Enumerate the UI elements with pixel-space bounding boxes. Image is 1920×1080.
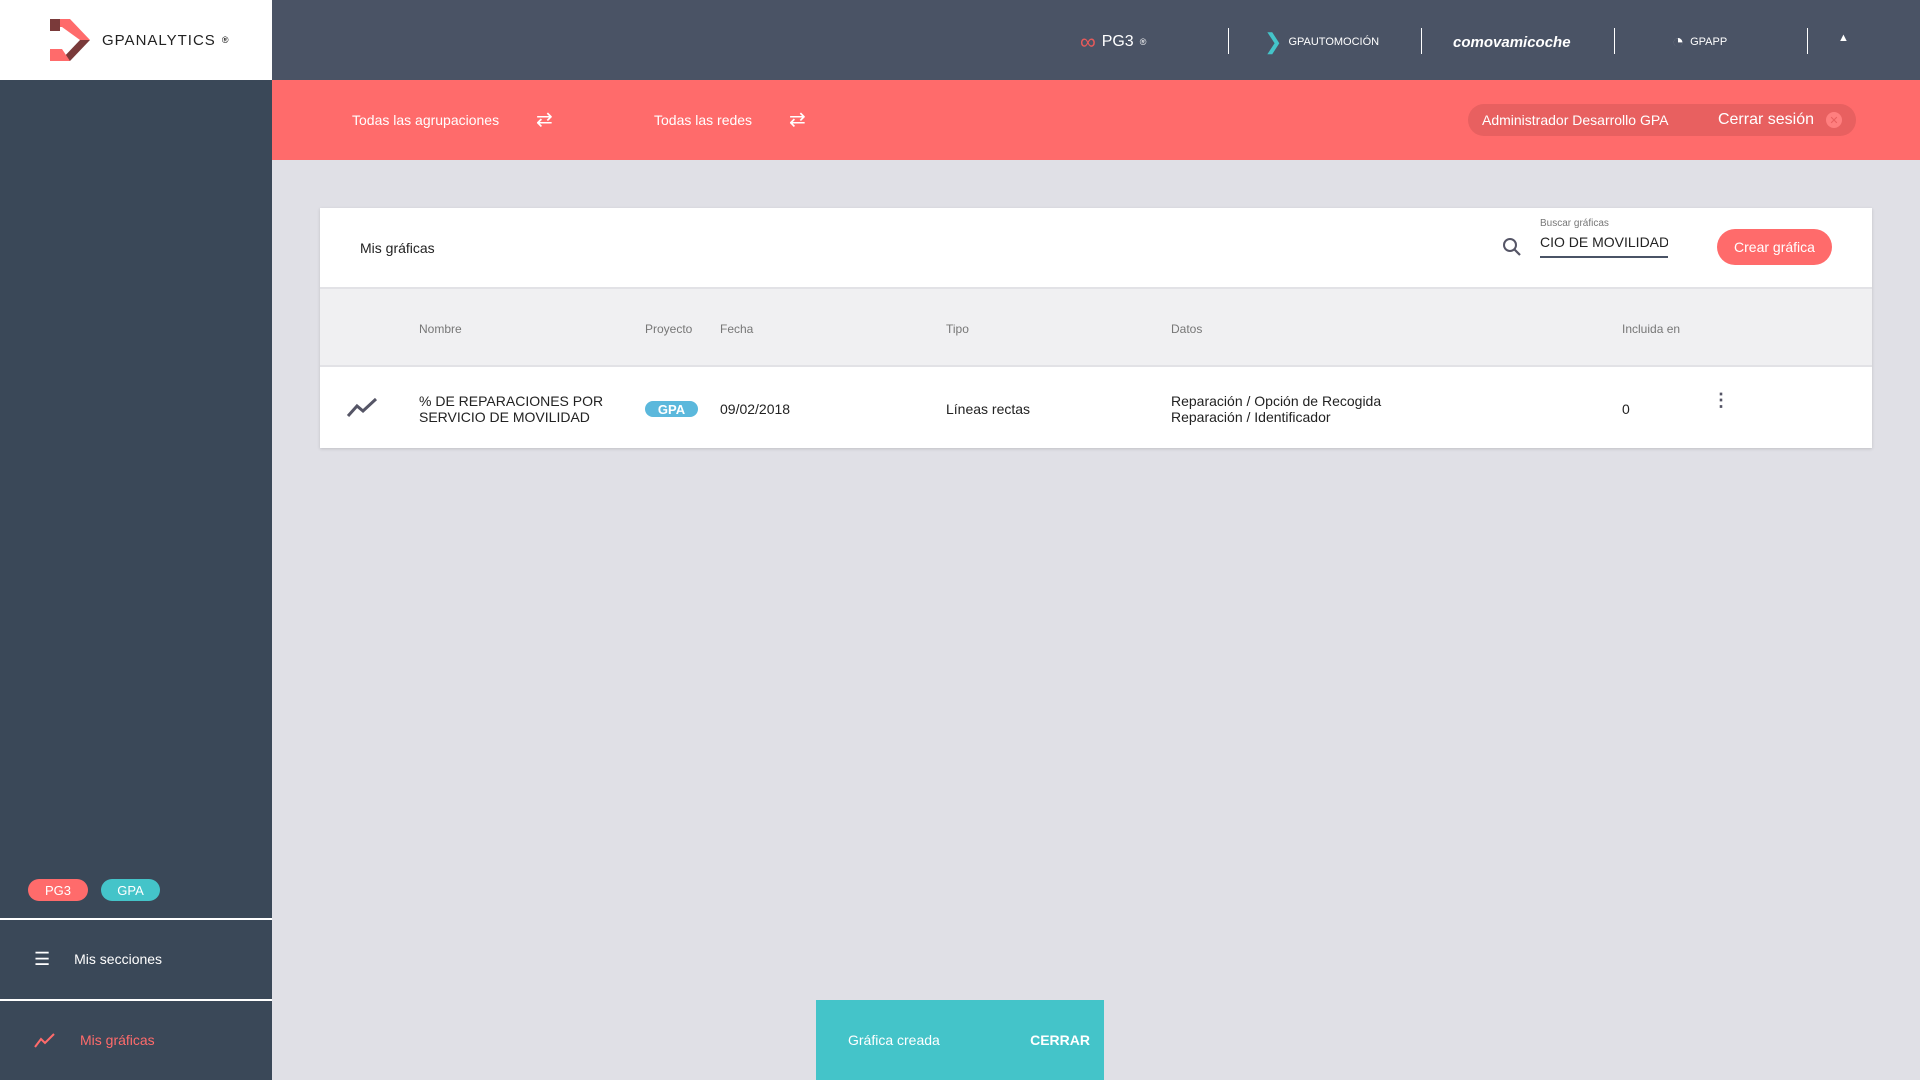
brand-gpautomocion[interactable]: ❯ GPAUTOMOCIÓN [1264,29,1380,54]
sidebar: PG3 GPA ☰ Mis secciones Mis gráficas [0,80,272,1080]
infinity-icon: ∞ [1080,29,1096,54]
logout-button[interactable]: Cerrar sesión [1717,111,1814,128]
column-header-proyecto[interactable]: Proyecto [645,322,693,336]
column-header-nombre[interactable]: Nombre [419,322,462,336]
column-header-incluida[interactable]: Incluida en [1622,322,1681,336]
logo-text: GPANALYTICS [102,31,216,49]
app-logo[interactable]: GPANALYTICS ® [0,0,272,80]
top-bar: ∞ PG3 ® ❯ GPAUTOMOCIÓN comovamicoche ◔ GPAPP… [272,0,1920,80]
divider [1228,28,1229,54]
chart-name: % DE REPARACIONES POR SERVICIO DE MOVILID… [419,393,604,425]
close-icon[interactable]: ✕ [1826,112,1842,128]
project-badge: GPA [645,401,698,417]
chart-date: 09/02/2018 [720,401,791,417]
groupings-filter[interactable]: Todas las agrupaciones [352,112,500,128]
search-label: Buscar gráficas [1540,218,1609,229]
table-header: Nombre Proyecto Fecha Tipo Datos Incluid… [320,287,1872,367]
sidebar-item-mis-secciones[interactable]: ☰ Mis secciones [0,918,272,998]
column-header-fecha[interactable]: Fecha [720,322,754,336]
chart-type: Líneas rectas [946,401,1031,417]
brand-comovamicoche[interactable]: comovamicoche [1453,33,1571,51]
divider [1807,28,1808,54]
card-title: Mis gráficas [360,240,435,256]
column-header-datos[interactable]: Datos [1171,322,1203,336]
snackbar-close-button[interactable]: CERRAR [1030,1032,1090,1048]
search-icon[interactable] [1502,237,1522,257]
brand-pg3[interactable]: ∞ PG3 ® [1080,29,1147,54]
sidebar-item-mis-graficas[interactable]: Mis gráficas [0,999,272,1079]
included-count: 0 [1622,401,1630,417]
chart-data: Reparación / Opción de Recogida Reparació… [1171,393,1382,425]
table-row[interactable]: % DE REPARACIONES POR SERVICIO DE MOVILID… [320,368,1872,448]
user-pill: Administrador Desarrollo GPA Cerrar sesi… [1468,104,1856,136]
gpa-logo-icon [50,19,90,61]
swap-icon[interactable]: ⇄ [789,109,806,131]
more-options-icon[interactable]: ⋮ [1712,390,1730,410]
networks-filter[interactable]: Todas las redes [654,112,753,128]
snackbar-message: Gráfica creada [848,1032,940,1048]
badge-pg3[interactable]: PG3 [28,879,88,901]
triangle-up-icon[interactable]: ▲ [1838,32,1849,44]
snackbar: Gráfica creada CERRAR [816,1000,1104,1080]
line-chart-icon [34,1033,55,1048]
search-input[interactable]: CIO DE MOVILIDAD [1540,234,1668,258]
badge-gpa[interactable]: GPA [101,879,160,901]
create-chart-button[interactable]: Crear gráfica [1717,229,1832,265]
line-chart-icon [346,397,378,418]
list-icon: ☰ [34,948,51,969]
swap-icon[interactable]: ⇄ [536,109,553,131]
column-header-tipo[interactable]: Tipo [946,322,969,336]
divider [1421,28,1422,54]
gauge-icon: ◔ [1672,30,1685,53]
arrow-icon: ❯ [1264,29,1283,54]
divider [1614,28,1615,54]
user-name: Administrador Desarrollo GPA [1482,112,1669,128]
brand-gpapp[interactable]: ◔ GPAPP [1672,30,1728,53]
charts-card: Mis gráficas Buscar gráficas CIO DE MOVI… [320,208,1872,448]
